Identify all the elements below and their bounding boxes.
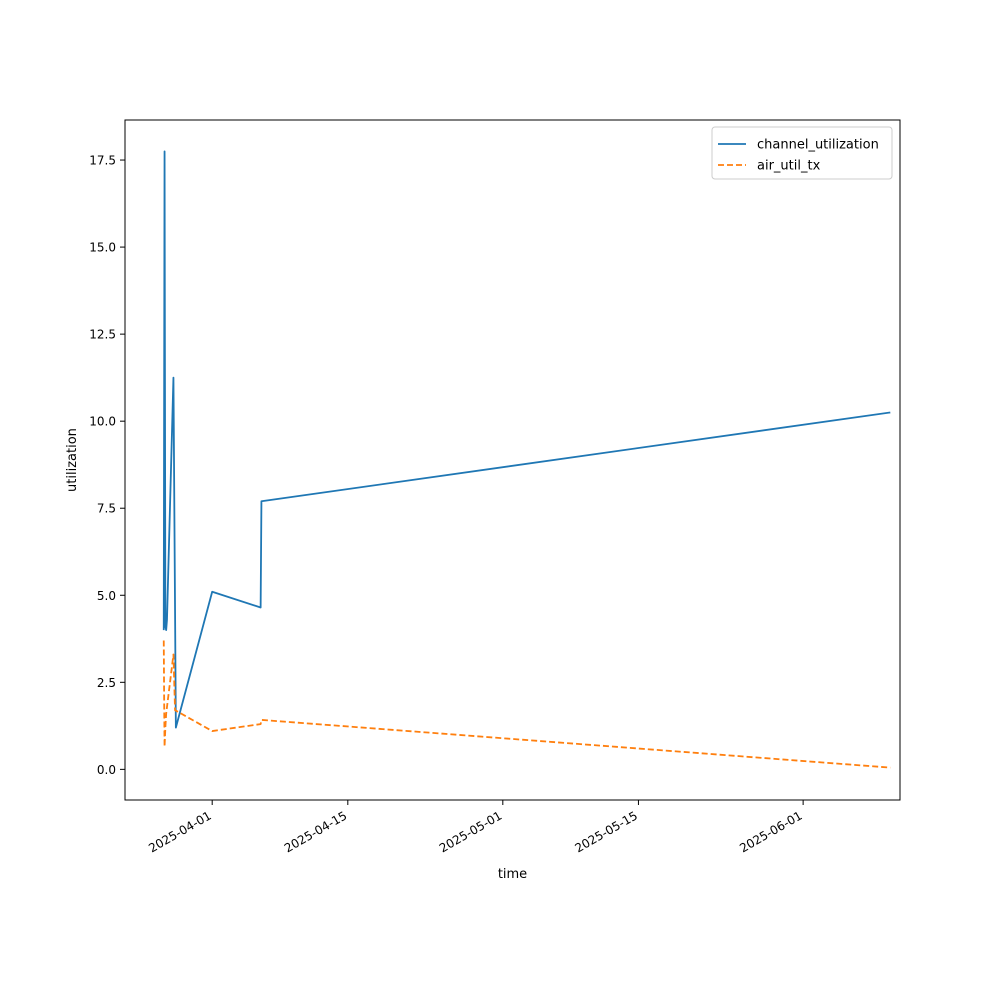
x-axis-label: time <box>498 867 527 882</box>
y-tick-label: 5.0 <box>97 589 116 603</box>
series-layer <box>162 150 891 769</box>
y-tick-label: 2.5 <box>97 676 116 690</box>
series-line-air_util_tx <box>162 640 891 769</box>
y-tick-label: 7.5 <box>97 502 116 516</box>
y-axis-label: utilization <box>65 428 80 492</box>
legend: channel_utilization air_util_tx <box>711 126 893 180</box>
legend-label: air_util_tx <box>757 159 821 174</box>
legend-label: channel_utilization <box>757 138 879 153</box>
axes-frame <box>124 119 901 801</box>
y-tick-label: 0.0 <box>97 763 116 777</box>
y-axis: 0.0 2.5 5.0 7.5 10.0 12.5 15.0 17.5 <box>89 154 125 777</box>
y-tick-label: 10.0 <box>89 415 116 429</box>
legend-box <box>711 126 893 180</box>
series-line-channel_utilization <box>162 150 891 729</box>
y-tick-label: 17.5 <box>89 154 116 168</box>
y-tick-label: 12.5 <box>89 328 116 342</box>
y-tick-label: 15.0 <box>89 241 116 255</box>
